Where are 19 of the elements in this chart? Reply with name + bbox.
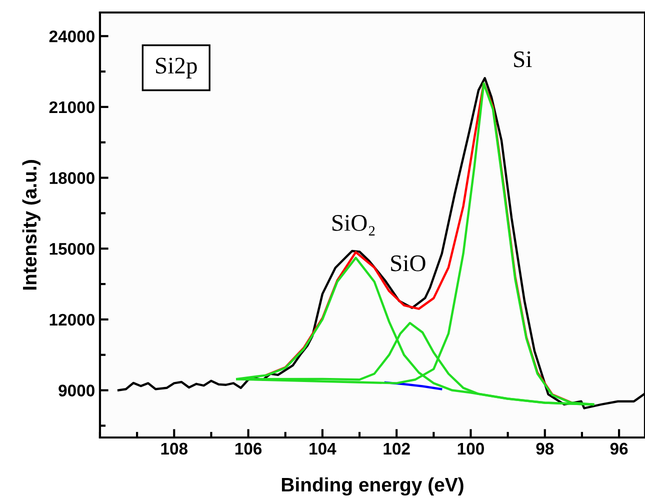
annotation: Si2p [156,58,197,78]
y-tick-label: 15000 [50,243,94,255]
y-tick-label: 18000 [50,172,94,184]
x-tick-label: 96 [610,442,628,455]
x-axis-title: Binding energy (eV) [282,477,464,496]
annotation: Si [514,51,532,68]
y-tick-label: 21000 [49,101,94,114]
y-tick-label: 12000 [50,314,94,326]
x-tick-label: 106 [235,442,262,455]
x-tick-label: 102 [384,442,410,455]
y-tick-label: 24000 [49,30,94,42]
annotation: SiO [391,255,426,272]
y-tick-label: 9000 [58,384,94,396]
x-tick-label: 108 [161,442,188,455]
y-axis-title: Intensity (a.u.) [22,160,40,290]
annotation: SiO₂ [332,215,375,236]
x-tick-label: 104 [310,442,336,455]
x-tick-label: 98 [536,442,554,455]
x-tick-label: 100 [458,442,484,455]
